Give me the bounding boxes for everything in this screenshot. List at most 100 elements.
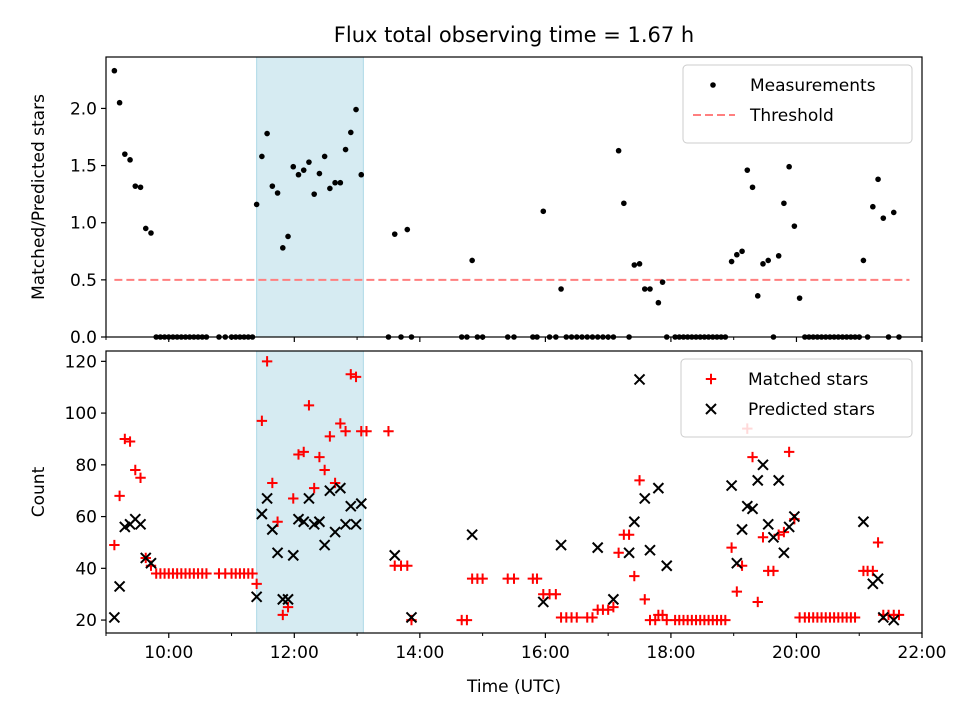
data-point bbox=[300, 167, 307, 173]
data-point bbox=[736, 523, 748, 536]
data-point bbox=[628, 516, 641, 528]
data-point bbox=[111, 67, 118, 74]
data-point bbox=[142, 225, 149, 232]
data-point bbox=[725, 479, 738, 492]
data-point bbox=[728, 258, 735, 265]
data-point bbox=[311, 191, 317, 197]
data-point bbox=[353, 106, 359, 113]
data-point bbox=[290, 163, 297, 170]
data-point bbox=[116, 99, 123, 106]
data-point bbox=[558, 286, 564, 292]
data-point bbox=[266, 523, 279, 536]
data-point bbox=[877, 611, 889, 624]
data-point bbox=[329, 526, 341, 538]
data-point bbox=[321, 153, 328, 160]
data-point bbox=[293, 449, 304, 460]
x-tick-label: 22:00 bbox=[898, 643, 947, 663]
data-point bbox=[587, 612, 598, 623]
data-point bbox=[466, 528, 478, 541]
data-point bbox=[108, 611, 121, 624]
data-point bbox=[113, 580, 126, 593]
data-point bbox=[602, 604, 614, 615]
data-point bbox=[132, 183, 139, 189]
data-point bbox=[537, 596, 549, 608]
data-point bbox=[734, 251, 740, 258]
data-point bbox=[358, 171, 365, 178]
data-point bbox=[137, 184, 144, 191]
y-axis-label: Matched/Predicted stars bbox=[29, 94, 49, 300]
data-point bbox=[888, 614, 900, 626]
data-point bbox=[319, 464, 330, 476]
data-point bbox=[277, 593, 289, 606]
data-point bbox=[550, 588, 562, 600]
data-point bbox=[872, 572, 884, 585]
data-point bbox=[731, 586, 743, 597]
y-tick-label: 1.0 bbox=[70, 214, 97, 234]
data-point bbox=[629, 570, 640, 582]
x-tick-label: 10:00 bbox=[144, 643, 193, 663]
data-point bbox=[860, 257, 867, 264]
data-point bbox=[264, 130, 270, 137]
data-point bbox=[661, 560, 673, 572]
data-point bbox=[781, 200, 787, 207]
axes-frame bbox=[105, 350, 923, 634]
data-point bbox=[767, 531, 780, 543]
data-point bbox=[135, 472, 146, 483]
data-point bbox=[477, 573, 488, 584]
data-point bbox=[287, 549, 299, 562]
y-tick-label: 2.0 bbox=[70, 99, 97, 119]
data-point bbox=[342, 146, 349, 153]
data-point bbox=[754, 293, 761, 299]
data-point bbox=[288, 493, 299, 504]
legend-label: Predicted stars bbox=[748, 400, 875, 420]
x-tick-label: 16:00 bbox=[521, 643, 570, 663]
data-point bbox=[269, 183, 276, 189]
legend-frame bbox=[682, 64, 913, 144]
data-point bbox=[314, 451, 325, 463]
data-point bbox=[726, 542, 737, 553]
data-point bbox=[130, 464, 141, 476]
data-point bbox=[783, 521, 795, 533]
data-point bbox=[277, 609, 288, 621]
data-point bbox=[571, 612, 582, 623]
panel-bottom: 10:00 12:00 14:00 16:00 18:00 20:00 22:00 20 40 6… bbox=[29, 350, 947, 663]
data-point bbox=[639, 492, 651, 505]
data-point bbox=[298, 446, 309, 458]
y-tick-label: 0.5 bbox=[70, 271, 97, 291]
data-point bbox=[508, 573, 520, 584]
data-point bbox=[261, 356, 273, 367]
data-point bbox=[760, 261, 766, 267]
data-point bbox=[461, 614, 473, 626]
x-tick-label: 14:00 bbox=[395, 643, 444, 663]
data-point bbox=[313, 516, 326, 528]
data-point bbox=[253, 201, 260, 208]
y-tick-label: 20 bbox=[75, 611, 97, 631]
y-tick-label: 120 bbox=[65, 352, 97, 372]
data-point bbox=[122, 151, 128, 157]
highlight-span bbox=[256, 350, 364, 634]
data-point bbox=[757, 532, 769, 543]
data-point bbox=[875, 176, 881, 183]
data-point bbox=[652, 482, 665, 494]
data-point bbox=[607, 593, 620, 606]
data-point bbox=[757, 459, 769, 471]
data-point bbox=[641, 286, 648, 292]
data-point bbox=[655, 299, 662, 306]
legend-marker bbox=[710, 82, 716, 88]
data-point bbox=[746, 503, 759, 515]
data-point bbox=[350, 518, 362, 531]
data-point bbox=[747, 451, 758, 463]
data-point bbox=[383, 426, 394, 437]
data-point bbox=[634, 475, 645, 486]
data-point bbox=[124, 436, 136, 447]
y-tick-label: 80 bbox=[75, 456, 97, 476]
series-predicted-stars bbox=[108, 373, 900, 626]
legend-label: Threshold bbox=[749, 106, 834, 126]
data-point bbox=[361, 426, 372, 437]
data-point bbox=[608, 601, 619, 613]
data-point bbox=[303, 400, 315, 411]
data-point bbox=[621, 200, 627, 207]
highlight-span bbox=[256, 56, 364, 338]
data-point bbox=[772, 474, 785, 487]
